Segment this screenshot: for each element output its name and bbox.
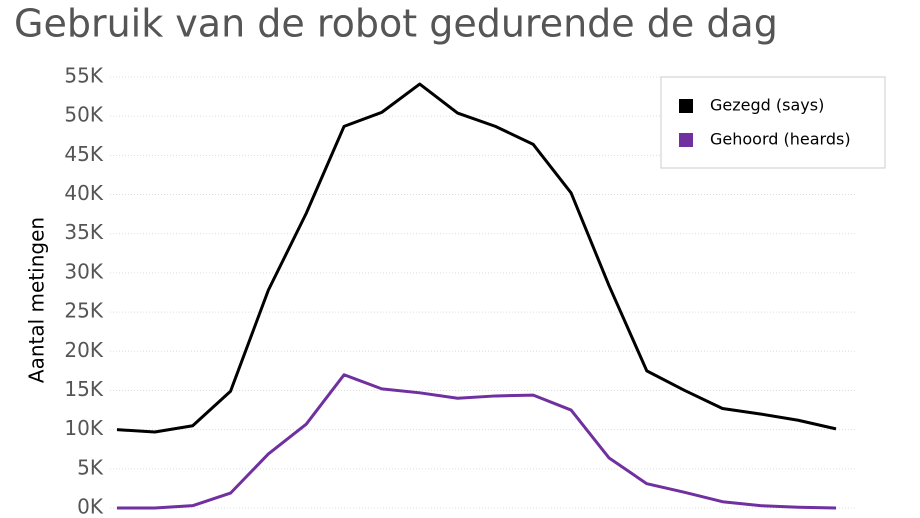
y-tick-label: 30K xyxy=(64,259,103,283)
y-axis-label: Aantal metingen xyxy=(25,217,49,383)
y-tick-label: 10K xyxy=(64,416,103,440)
y-tick-label: 50K xyxy=(64,103,103,127)
y-tick-label: 40K xyxy=(64,181,103,205)
line xyxy=(117,373,837,510)
y-tick-label: 20K xyxy=(64,338,103,362)
legend-swatch xyxy=(679,99,693,113)
y-tick-label: 0K xyxy=(77,495,104,518)
y-tick-label: 15K xyxy=(64,377,103,401)
line xyxy=(116,82,837,434)
y-tick-label: 45K xyxy=(64,142,103,166)
chart-title: Gebruik van de robot gedurende de dag xyxy=(14,2,778,46)
y-tick-label: 35K xyxy=(64,220,103,244)
legend-label: Gezegd (says) xyxy=(710,96,824,115)
legend-box xyxy=(660,76,886,169)
y-tick-label: 5K xyxy=(77,455,104,479)
legend-label: Gehoord (heards) xyxy=(710,130,851,149)
legend-swatch xyxy=(679,133,693,147)
y-tick-label: 55K xyxy=(64,64,103,88)
y-tick-label: 25K xyxy=(64,299,103,323)
